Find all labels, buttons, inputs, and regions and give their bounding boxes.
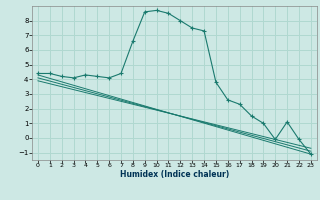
X-axis label: Humidex (Indice chaleur): Humidex (Indice chaleur) (120, 170, 229, 179)
